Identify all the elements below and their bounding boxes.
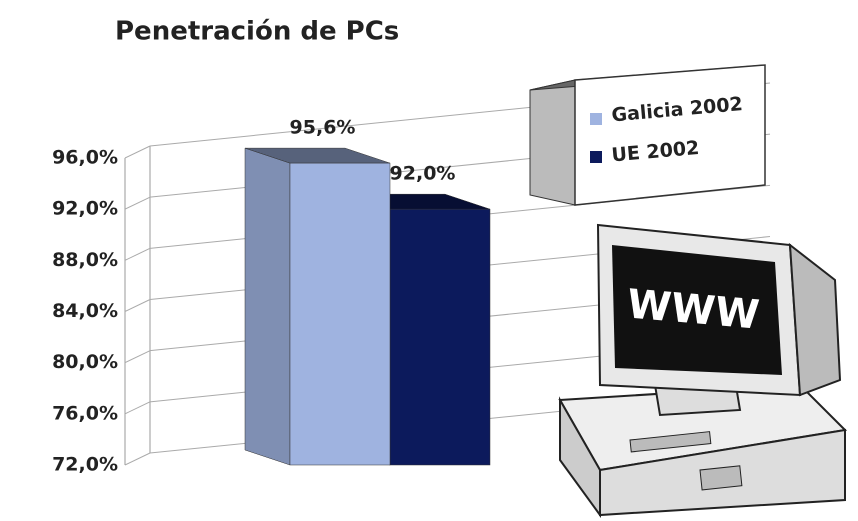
y-tick-label: 80,0% <box>52 351 118 373</box>
bar <box>289 162 391 466</box>
grid-line <box>124 452 151 466</box>
y-tick-label: 76,0% <box>52 402 118 424</box>
grid-line <box>124 401 151 415</box>
data-label: 95,6% <box>290 117 356 139</box>
legend-box <box>574 64 766 206</box>
grid-line <box>124 196 151 210</box>
computer-illustration: WWW <box>558 223 848 519</box>
bar <box>389 208 491 466</box>
legend-swatch <box>590 151 602 163</box>
chart-title: Penetración de PCs <box>115 17 399 47</box>
grid-line <box>124 247 151 261</box>
legend-side <box>529 79 576 206</box>
bar-side <box>244 147 291 466</box>
y-tick-label: 72,0% <box>52 454 118 476</box>
legend-swatch <box>590 113 602 125</box>
grid-line <box>124 145 151 159</box>
y-tick-label: 88,0% <box>52 249 118 271</box>
y-tick-label: 92,0% <box>52 198 118 220</box>
grid-line <box>124 350 151 364</box>
y-tick-label: 96,0% <box>52 147 118 169</box>
grid-line <box>124 299 151 312</box>
data-label: 92,0% <box>390 163 456 185</box>
y-tick-label: 84,0% <box>52 300 118 322</box>
svg-text:WWW: WWW <box>625 281 761 338</box>
